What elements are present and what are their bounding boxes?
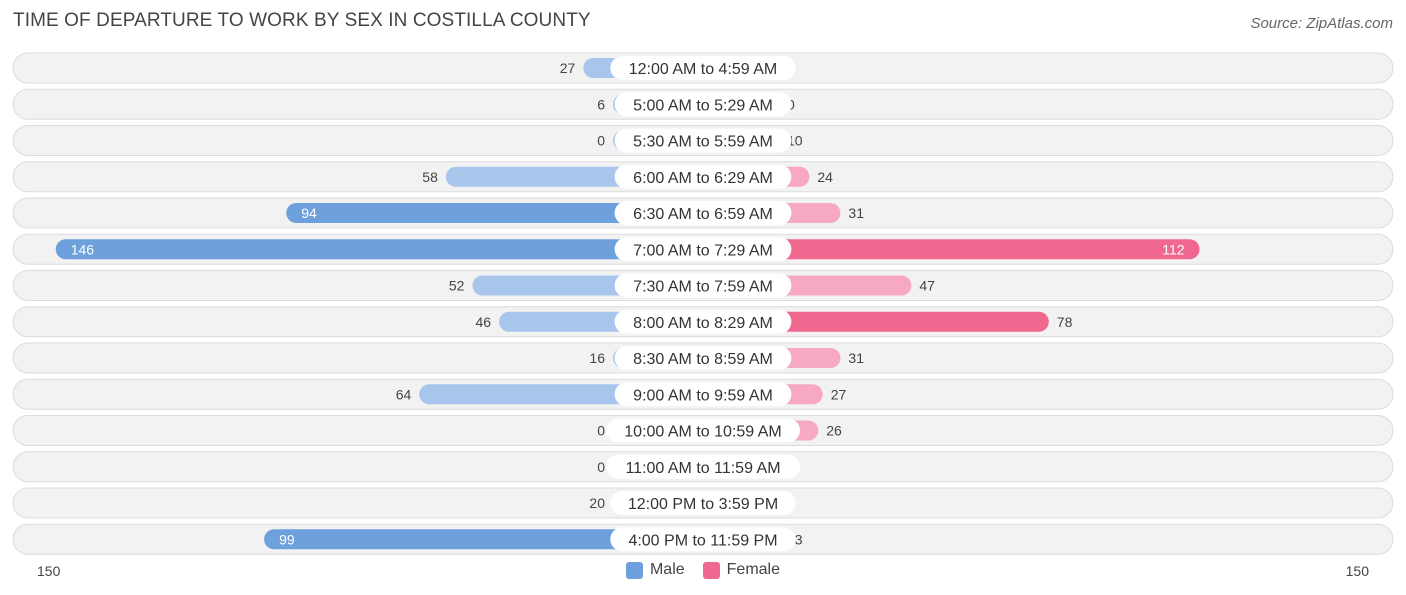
category-pill: [610, 56, 796, 80]
bar-male: [286, 203, 703, 223]
category-label: 5:30 AM to 5:59 AM: [633, 134, 773, 151]
data-label-male: 99: [279, 531, 295, 547]
axis-label-left: 150: [37, 563, 61, 579]
category-pill: [614, 309, 792, 334]
category-pill: [606, 454, 800, 479]
category-label: 9:00 AM to 9:59 AM: [633, 387, 773, 404]
category-label: 4:00 PM to 11:59 PM: [628, 532, 777, 549]
data-label-female: 78: [1057, 314, 1073, 330]
category-label: 6:30 AM to 6:59 AM: [633, 206, 773, 223]
data-label-male: 0: [597, 133, 605, 149]
category-label: 7:00 AM to 7:29 AM: [633, 242, 773, 259]
data-label-male: 64: [396, 386, 412, 402]
chart-title: TIME OF DEPARTURE TO WORK BY SEX IN COST…: [13, 10, 591, 31]
category-pill: [610, 491, 796, 515]
legend-swatch-male: [625, 561, 643, 579]
category-pill: [614, 382, 792, 407]
data-label-male: 46: [475, 314, 491, 330]
data-label-male: 52: [449, 278, 465, 294]
bar-male: [55, 239, 703, 260]
legend-label-female: Female: [726, 561, 781, 578]
category-label: 11:00 AM to 11:59 AM: [625, 460, 780, 477]
legend-item-female[interactable]: Female: [702, 561, 781, 579]
data-label-male: 0: [597, 423, 605, 439]
data-label-female: 10: [787, 133, 803, 149]
category-label: 6:00 AM to 6:29 AM: [633, 170, 773, 187]
category-pill: [614, 237, 792, 262]
legend-label-male: Male: [649, 561, 685, 578]
bar-male: [264, 529, 703, 550]
data-label-male: 27: [560, 60, 576, 76]
category-pill: [614, 92, 792, 117]
category-label: 12:00 AM to 4:59 AM: [629, 61, 778, 78]
data-label-female: 112: [1162, 241, 1185, 257]
category-label: 8:00 AM to 8:29 AM: [633, 315, 773, 332]
category-label: 8:30 AM to 8:59 AM: [633, 351, 773, 368]
data-label-female: 31: [848, 350, 864, 366]
category-pill: [606, 418, 800, 443]
category-label: 7:30 AM to 7:59 AM: [633, 279, 773, 296]
data-label-male: 6: [597, 96, 605, 112]
bar-female: [703, 239, 1200, 260]
legend: Male Female: [0, 561, 1406, 579]
axis-label-right: 150: [1346, 563, 1370, 579]
category-pill: [614, 273, 792, 298]
data-label-female: 27: [831, 386, 847, 402]
category-pill: [614, 128, 792, 153]
data-label-male: 58: [422, 169, 438, 185]
data-label-male: 20: [589, 495, 605, 511]
data-label-female: 24: [817, 169, 833, 185]
category-label: 5:00 AM to 5:29 AM: [633, 97, 773, 114]
legend-swatch-female: [702, 561, 720, 579]
category-pill: [614, 164, 792, 189]
data-label-female: 26: [826, 423, 842, 439]
data-label-male: 0: [597, 459, 605, 475]
category-pill: [614, 201, 792, 225]
data-label-male: 16: [589, 350, 605, 366]
legend-item-male[interactable]: Male: [625, 561, 685, 579]
data-label-male: 94: [301, 205, 317, 221]
category-pill: [610, 527, 796, 552]
data-label-male: 146: [71, 241, 95, 257]
data-label-female: 31: [848, 205, 864, 221]
category-label: 12:00 PM to 3:59 PM: [628, 496, 778, 513]
category-label: 10:00 AM to 10:59 AM: [624, 424, 781, 441]
source-note: Source: ZipAtlas.com: [1250, 15, 1393, 32]
category-pill: [614, 346, 792, 370]
data-label-female: 47: [919, 278, 935, 294]
